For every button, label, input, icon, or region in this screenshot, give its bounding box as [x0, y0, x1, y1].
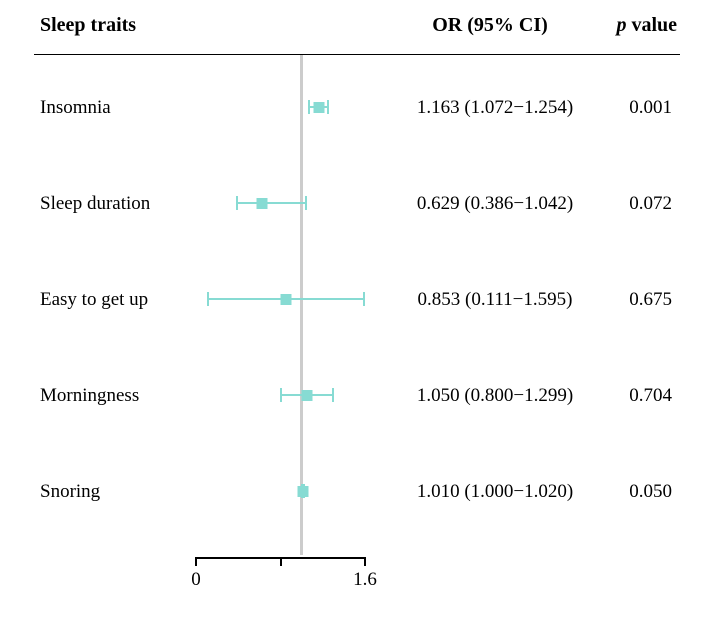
or-ci-text: 0.853 (0.111−1.595) — [395, 289, 595, 311]
ci-cap-low — [280, 388, 282, 402]
trait-label: Easy to get up — [40, 289, 148, 311]
ci-cap-high — [332, 388, 334, 402]
trait-label: Snoring — [40, 481, 100, 503]
ci-cap-low — [308, 100, 310, 114]
p-value-text: 0.050 — [629, 481, 672, 503]
p-value-text: 0.704 — [629, 385, 672, 407]
trait-label: Morningness — [40, 385, 139, 407]
col-header-pvalue: p value — [616, 14, 677, 37]
ci-cap-high — [363, 292, 365, 306]
forest-row: Snoring 1.010 (1.000−1.020) 0.050 — [0, 471, 712, 511]
or-ci-text: 1.010 (1.000−1.020) — [395, 481, 595, 503]
p-rest: value — [626, 14, 677, 36]
or-ci-text: 1.050 (0.800−1.299) — [395, 385, 595, 407]
point-estimate — [313, 102, 324, 113]
p-italic: p — [616, 14, 626, 36]
point-estimate — [301, 390, 312, 401]
plot-area: Insomnia 1.163 (1.072−1.254) 0.001 Sleep du… — [0, 55, 712, 555]
ci-cap-high — [327, 100, 329, 114]
forest-row: Morningness 1.050 (0.800−1.299) 0.704 — [0, 375, 712, 415]
point-estimate — [297, 486, 308, 497]
ci-line — [237, 202, 306, 204]
x-axis: 01.6 — [0, 557, 712, 587]
col-header-traits: Sleep traits — [40, 14, 136, 37]
p-value-text: 0.001 — [629, 97, 672, 119]
ci-cap-low — [207, 292, 209, 306]
col-header-or: OR (95% CI) — [400, 14, 580, 37]
trait-label: Insomnia — [40, 97, 111, 119]
p-value-text: 0.072 — [629, 193, 672, 215]
or-ci-text: 1.163 (1.072−1.254) — [395, 97, 595, 119]
forest-plot-figure: Sleep traits OR (95% CI) p value Insomni… — [0, 0, 712, 621]
trait-label: Sleep duration — [40, 193, 150, 215]
x-axis-tick — [195, 557, 197, 566]
x-axis-tick — [280, 557, 282, 566]
x-axis-tick — [364, 557, 366, 566]
ci-cap-high — [305, 196, 307, 210]
forest-row: Insomnia 1.163 (1.072−1.254) 0.001 — [0, 87, 712, 127]
x-axis-tick-label: 0 — [191, 569, 201, 591]
forest-row: Easy to get up 0.853 (0.111−1.595) 0.675 — [0, 279, 712, 319]
x-axis-tick-label: 1.6 — [353, 569, 377, 591]
p-value-text: 0.675 — [629, 289, 672, 311]
ci-cap-low — [236, 196, 238, 210]
or-ci-text: 0.629 (0.386−1.042) — [395, 193, 595, 215]
point-estimate — [257, 198, 268, 209]
point-estimate — [281, 294, 292, 305]
forest-row: Sleep duration 0.629 (0.386−1.042) 0.072 — [0, 183, 712, 223]
header-row: Sleep traits OR (95% CI) p value — [0, 0, 712, 54]
